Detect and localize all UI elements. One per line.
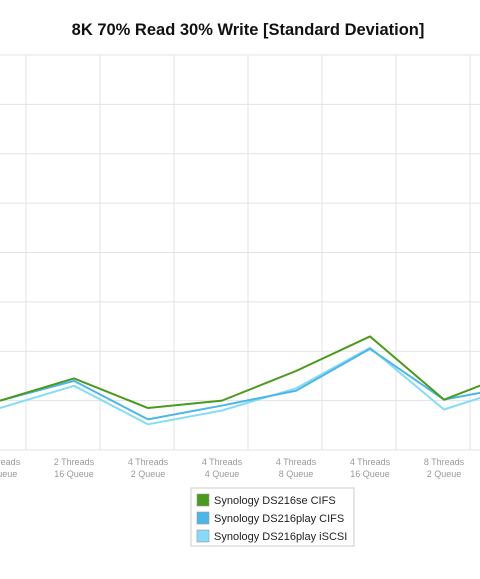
chart-title: 8K 70% Read 30% Write [Standard Deviatio…: [72, 21, 425, 39]
x-tick-label: 4 Threads: [276, 457, 317, 467]
x-tick-label: 4 Queue: [205, 469, 240, 479]
series-line: [0, 346, 480, 426]
grid: [0, 54, 480, 451]
series-line: [0, 335, 480, 410]
x-tick-label: 4 Threads: [350, 457, 391, 467]
legend-swatch: [196, 511, 210, 525]
x-tick-labels: 2 Threads 8 Queue 2 Threads 16 Queue 4 Threa…: [0, 457, 465, 479]
x-tick-label: 16 Queue: [54, 469, 94, 479]
series-line: [0, 347, 480, 421]
legend-box: [190, 487, 355, 547]
x-tick-label: 4 Threads: [202, 457, 243, 467]
x-tick-label: 4 Threads: [128, 457, 169, 467]
legend: Synology DS216se CIFS Synology DS216play …: [190, 487, 355, 547]
legend-swatch: [196, 493, 210, 507]
x-tick-label: 2 Queue: [131, 469, 166, 479]
legend-label: Synology DS216play CIFS: [214, 513, 344, 525]
x-tick-label: 2 Threads: [54, 457, 95, 467]
legend-label: Synology DS216se CIFS: [214, 495, 336, 507]
x-tick-label: 8 Threads: [424, 457, 465, 467]
x-tick-label: 8 Queue: [0, 469, 17, 479]
x-tick-label: 2 Queue: [427, 469, 462, 479]
x-tick-label: 8 Queue: [279, 469, 314, 479]
legend-label: Synology DS216play iSCSI: [214, 531, 347, 543]
series-lines: [0, 335, 480, 426]
x-tick-label: 16 Queue: [350, 469, 390, 479]
legend-swatch: [196, 529, 210, 543]
x-tick-label: 2 Threads: [0, 457, 21, 467]
